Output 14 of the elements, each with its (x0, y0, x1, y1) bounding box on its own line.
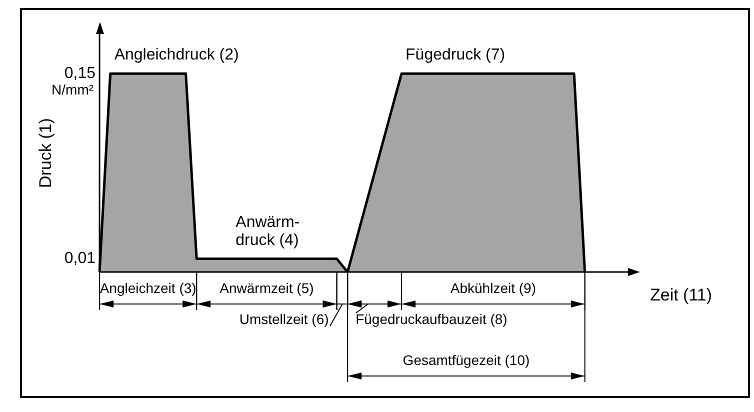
annotation: Anwärm- druck (4) (236, 214, 300, 249)
text: Fügedruckaufbauzeit (8) (356, 310, 508, 327)
text: Gesamtfügezeit (10) (402, 352, 530, 368)
text: Angleichzeit (3) (100, 280, 196, 296)
text: Abkühlzeit (9) (450, 280, 536, 296)
text: Anwärmzeit (5) (220, 280, 314, 296)
x-axis-title: Zeit (11) (650, 286, 712, 305)
text: N/mm² (52, 82, 94, 98)
text: Umstellzeit (6) (239, 310, 329, 327)
y-tick-label: 0,01 (64, 250, 96, 268)
annotation: Angleichdruck (2) (114, 46, 239, 64)
annotation: Fügedruck (7) (406, 46, 506, 64)
y-axis-title: Druck (1) (36, 118, 55, 188)
y-tick-label: 0,15 (64, 65, 96, 82)
